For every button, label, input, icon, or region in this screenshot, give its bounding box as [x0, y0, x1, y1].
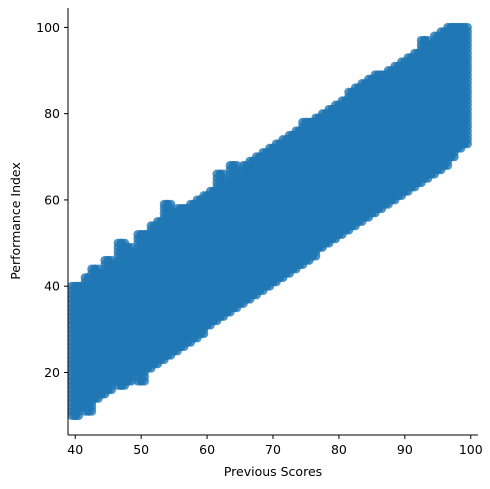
points-layer	[67, 22, 472, 421]
